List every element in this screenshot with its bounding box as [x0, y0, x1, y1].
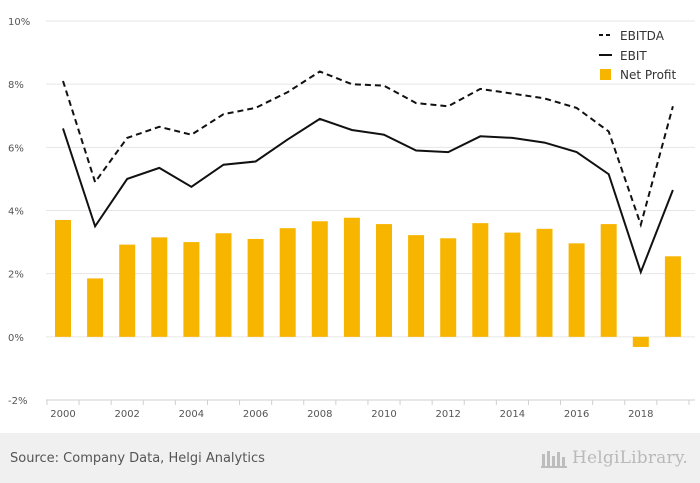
x-tick-label: 2012 [435, 409, 460, 420]
net-profit-bar [600, 224, 617, 337]
ebit-line [62, 117, 674, 276]
footer: Source: Company Data, Helgi Analytics He… [0, 433, 700, 483]
net-profit-bar [215, 233, 232, 337]
net-profit-bar [55, 219, 71, 337]
source-note: Source: Company Data, Helgi Analytics [10, 451, 265, 466]
y-tick-label: 8% [8, 80, 24, 91]
y-tick-label: 6% [8, 143, 24, 154]
y-axis: 10% 8% 6% 4% 2% 0% -2% [8, 17, 30, 407]
net-profit-bar [376, 224, 392, 337]
chart: 10% 8% 6% 4% 2% 0% -2% 2000 2002 2004 2006 2008 201… [8, 17, 695, 420]
x-axis: 2000 2002 2004 2006 2008 2010 2012 2014 2016 2018 [46, 399, 695, 420]
logo-text: HelgiLibrary. [572, 448, 688, 468]
net-profit-bar [568, 243, 585, 337]
x-tick-label: 2018 [628, 409, 653, 420]
x-tick-label: 2014 [500, 409, 525, 420]
net-profit-bar [536, 228, 553, 337]
net-profit-bar [632, 336, 649, 347]
net-profit-bar [504, 232, 521, 337]
y-tick-label: 0% [8, 333, 24, 344]
net-profit-bar [87, 278, 104, 337]
net-profit-bar [440, 238, 457, 337]
x-tick-label: 2016 [564, 409, 589, 420]
x-tick-label: 2004 [179, 409, 204, 420]
x-tick-label: 2010 [371, 409, 396, 420]
ebitda-line [62, 70, 674, 229]
net-profit-bar [247, 238, 264, 337]
net-profit-bar [472, 223, 489, 337]
helgi-library-logo: HelgiLibrary. [541, 445, 688, 471]
x-tick-label: 2002 [114, 409, 139, 420]
net-profit-bar [183, 242, 200, 337]
net-profit-bar [151, 237, 168, 337]
library-icon [541, 451, 567, 468]
legend: EBITDA EBIT Net Profit [599, 29, 676, 82]
x-tick-label: 2000 [50, 409, 75, 420]
net-profit-bar [343, 217, 360, 337]
line-series [62, 70, 674, 276]
x-tick-label: 2006 [243, 409, 268, 420]
x-tick-label: 2008 [307, 409, 332, 420]
legend-ebitda: EBITDA [620, 29, 665, 43]
y-tick-label: 2% [8, 270, 24, 281]
legend-net-profit-swatch [600, 69, 611, 80]
net-profit-bar [408, 235, 425, 337]
legend-ebit: EBIT [620, 49, 647, 63]
net-profit-bar [119, 244, 136, 337]
net-profit-bar [664, 256, 681, 337]
legend-net-profit: Net Profit [620, 68, 676, 82]
y-tick-label: 10% [8, 17, 30, 28]
net-profit-bars [55, 217, 681, 347]
net-profit-bar [279, 228, 296, 337]
net-profit-bar [311, 221, 328, 337]
y-tick-label: 4% [8, 207, 24, 218]
y-tick-label: -2% [8, 396, 27, 407]
grid [46, 20, 695, 401]
